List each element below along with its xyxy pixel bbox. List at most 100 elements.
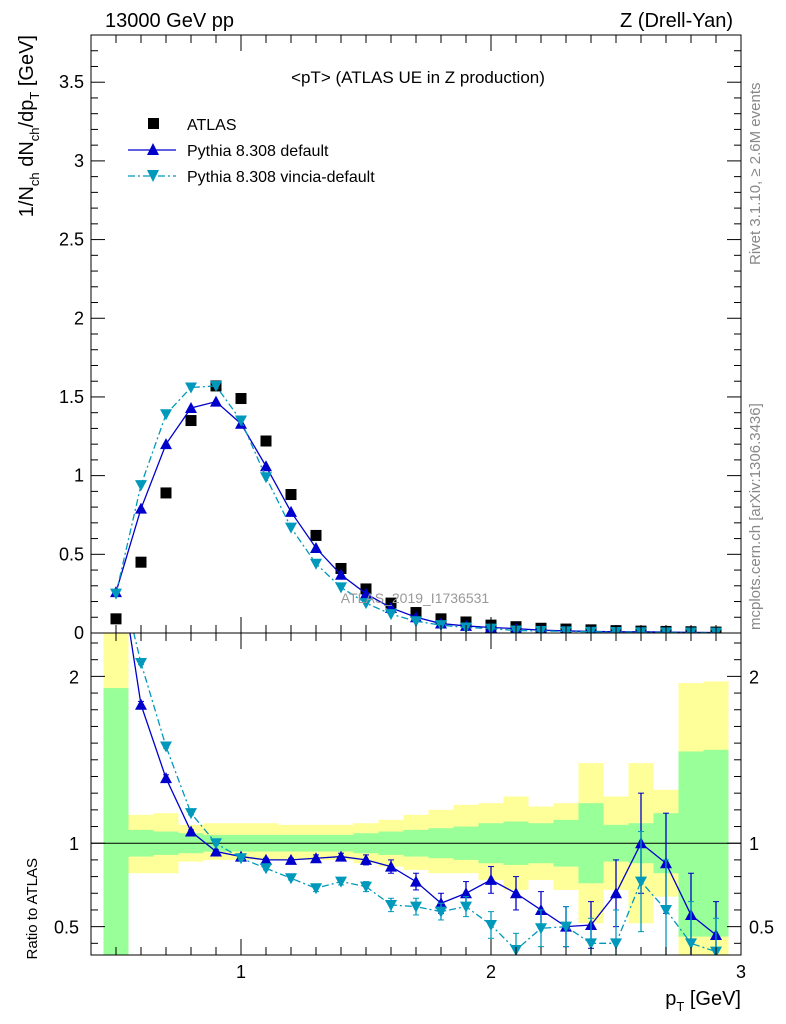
ratio-point-pythia-8-308-vincia-default [135,658,147,670]
point-atlas [310,529,322,541]
ratio-point-pythia-8-308-default [485,873,497,885]
ratio-plot-content [91,537,741,955]
point-pythia-8-308-vincia-default [335,582,347,594]
x-axis-label: pT [GeV] [665,988,741,1014]
ratio-point-pythia-8-308-vincia-default [335,876,347,888]
ratio-point-pythia-8-308-default [360,853,372,865]
ratio-y-tick-label-right: 1 [749,834,759,854]
point-pythia-8-308-vincia-default [260,472,272,484]
point-pythia-8-308-vincia-default [410,616,422,628]
ratio-point-pythia-8-308-vincia-default [460,901,472,913]
ratio-point-pythia-8-308-vincia-default [260,863,272,875]
point-pythia-8-308-vincia-default [385,609,397,621]
ratio-point-pythia-8-308-vincia-default [235,853,247,865]
point-atlas [110,613,122,625]
point-pythia-8-308-default [135,502,147,514]
mcplots-label: mcplots.cern.ch [arXiv:1306.3436] [747,403,764,630]
point-atlas [135,556,147,568]
main-panel: 0 0.5 1 1.5 2 2.5 3 3.5 <pT> (ATLAS UE in Z pro… [16,34,742,643]
legend: ATLAS Pythia 8.308 default Pythia 8.308 … [128,117,375,186]
point-pythia-8-308-default [335,568,347,580]
point-pythia-8-308-vincia-default [235,415,247,427]
point-atlas [335,562,347,574]
legend-atlas-marker [148,118,159,129]
ratio-point-pythia-8-308-vincia-default [635,876,647,888]
point-pythia-8-308-vincia-default [185,382,197,394]
main-title: <pT> (ATLAS UE in Z production) [291,68,545,87]
ratio-point-pythia-8-308-vincia-default [660,904,672,916]
main-y-tick-label: 0 [74,623,84,643]
ratio-point-pythia-8-308-vincia-default [185,808,197,820]
legend-item-pythia-default: Pythia 8.308 default [128,143,329,160]
ratio-series-group [91,537,741,955]
ratio-point-pythia-8-308-vincia-default [360,881,372,893]
legend-atlas-label: ATLAS [187,117,237,134]
process-label: Z (Drell-Yan) [620,10,733,32]
legend-item-atlas: ATLAS [148,117,237,134]
ratio-point-pythia-8-308-vincia-default [610,938,622,950]
main-x-ticks [115,35,717,633]
ratio-y-tick-label: 2 [69,667,79,687]
ratio-y-axis-label: Ratio to ATLAS [24,858,41,959]
x-tick-label: 3 [736,962,746,982]
ratio-point-pythia-8-308-vincia-default [535,923,547,935]
watermark: ATLAS_2019_I1736531 [341,590,490,606]
ratio-point-pythia-8-308-vincia-default [435,906,447,918]
point-atlas [260,435,272,447]
ratio-point-pythia-8-308-vincia-default [285,873,297,885]
ratio-y-tick-label-right: 0.5 [749,918,774,938]
ratio-point-pythia-8-308-default [185,825,197,837]
inner-uncertainty-band [103,688,129,955]
ratio-point-pythia-8-308-default [510,887,522,899]
ratio-y-tick-label: 0.5 [54,918,79,938]
ratio-x-ticks: 1 2 3 [115,633,746,982]
ratio-point-pythia-8-308-default [160,772,172,784]
point-pythia-8-308-default [260,460,272,472]
point-pythia-8-308-default [310,542,322,554]
point-pythia-8-308-default [185,401,197,413]
ratio-point-pythia-8-308-vincia-default [385,899,397,911]
main-y-tick-label: 1 [74,466,84,486]
legend-item-pythia-vincia: Pythia 8.308 vincia-default [128,169,375,186]
ratio-y-tick-label-right: 2 [749,667,759,687]
legend-pythia-default-label: Pythia 8.308 default [187,143,329,160]
main-y-tick-label: 3.5 [59,72,84,92]
legend-pythia-default-marker [147,143,159,155]
main-y-tick-label: 2.5 [59,230,84,250]
point-pythia-8-308-default [160,438,172,450]
main-y-tick-label: 2 [74,308,84,328]
point-atlas [185,415,197,427]
point-pythia-8-308-vincia-default [285,522,297,534]
point-pythia-8-308-vincia-default [360,598,372,610]
ratio-point-pythia-8-308-vincia-default [160,741,172,753]
ratio-point-pythia-8-308-default [135,698,147,710]
ratio-point-pythia-8-308-vincia-default [685,938,697,950]
ratio-point-pythia-8-308-default [610,887,622,899]
ratio-y-ticks: 0.5 0.5 1 1 2 2 [54,642,774,944]
point-pythia-8-308-vincia-default [160,409,172,421]
point-pythia-8-308-default [360,587,372,599]
ratio-point-pythia-8-308-default [285,853,297,865]
rivet-label: Rivet 3.1.10, ≥ 2.6M events [747,83,764,266]
ratio-point-pythia-8-308-default [260,853,272,865]
ratio-point-pythia-8-308-vincia-default [210,838,222,850]
point-pythia-8-308-vincia-default [310,558,322,570]
ratio-y-tick-label: 1 [69,834,79,854]
ratio-point-pythia-8-308-default [110,537,122,548]
main-y-tick-label: 1.5 [59,387,84,407]
ratio-point-pythia-8-308-default [385,860,397,872]
ratio-point-pythia-8-308-vincia-default [585,938,597,950]
point-pythia-8-308-default [285,505,297,517]
ratio-point-pythia-8-308-default [310,852,322,864]
point-atlas [160,487,172,499]
point-pythia-8-308-default [210,395,222,407]
main-y-ticks: 0 0.5 1 1.5 2 2.5 3 3.5 [59,50,741,643]
ratio-point-pythia-8-308-default [460,887,472,899]
legend-pythia-vincia-marker [147,170,159,182]
point-pythia-8-308-vincia-default [110,588,122,600]
ratio-point-pythia-8-308-vincia-default [410,901,422,913]
point-pythia-8-308-vincia-default [210,380,222,392]
main-y-tick-label: 3 [74,151,84,171]
point-pythia-8-308-vincia-default [135,480,147,492]
